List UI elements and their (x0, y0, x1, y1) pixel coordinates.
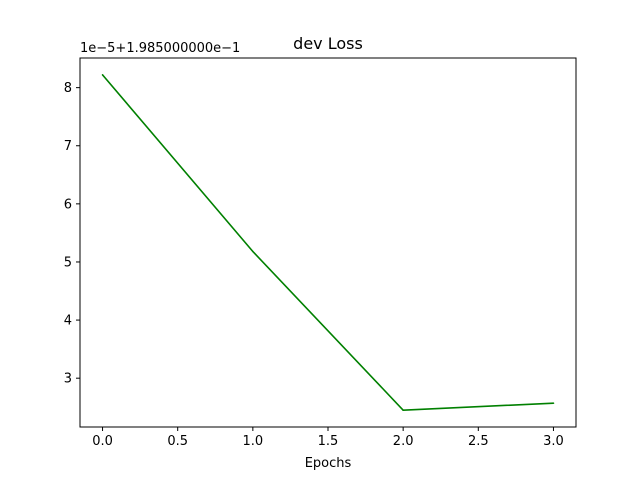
y-axis-offset-text: 1e−5+1.985000000e−1 (80, 41, 240, 56)
x-tick-label: 0.0 (92, 434, 113, 449)
y-tick-label: 3 (64, 372, 72, 387)
y-tick-label: 7 (64, 139, 72, 154)
y-tick-label: 8 (64, 81, 72, 96)
data-point (553, 402, 555, 404)
y-tick-label: 5 (64, 255, 72, 270)
x-tick-label: 1.5 (318, 434, 339, 449)
data-point (402, 409, 404, 411)
y-tick-label: 4 (64, 314, 72, 329)
data-point (252, 251, 254, 253)
x-tick-label: 2.5 (468, 434, 489, 449)
x-axis-label: Epochs (305, 456, 352, 471)
chart-title: dev Loss (293, 34, 363, 53)
data-point (102, 74, 104, 76)
x-tick-label: 2.0 (393, 434, 414, 449)
x-tick-label: 0.5 (167, 434, 188, 449)
x-tick-label: 3.0 (543, 434, 564, 449)
x-tick-label: 1.0 (243, 434, 264, 449)
y-tick-label: 6 (64, 197, 72, 212)
plot-area (80, 58, 576, 427)
